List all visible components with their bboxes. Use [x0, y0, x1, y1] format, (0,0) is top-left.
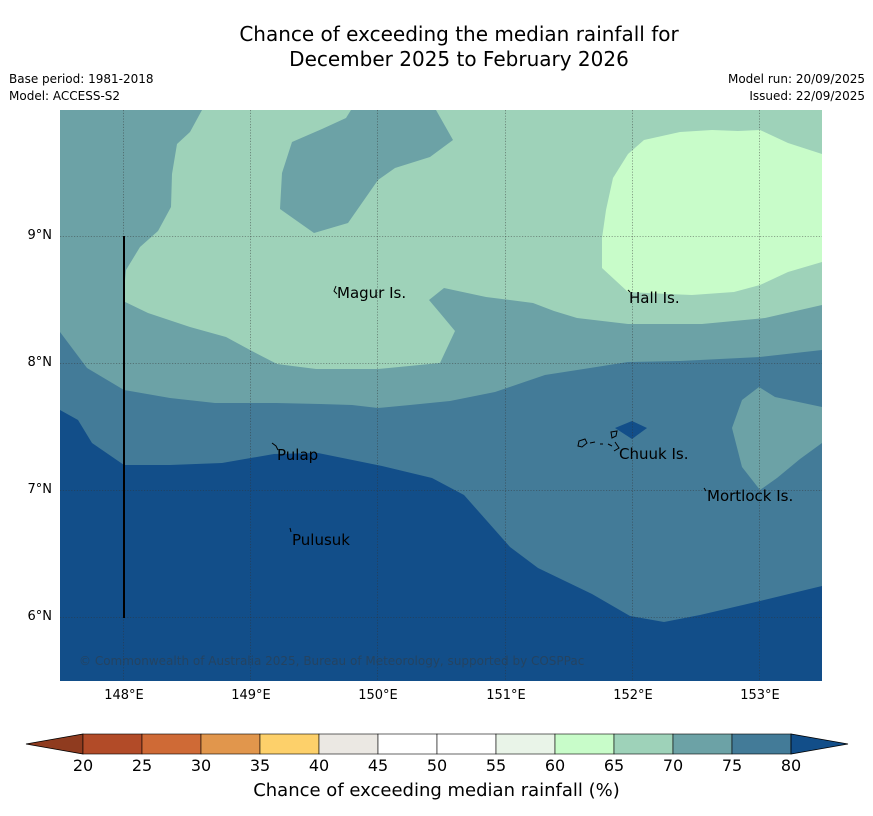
colorbar-segment: [259, 733, 320, 755]
issued-date: Issued: 22/09/2025: [749, 89, 865, 103]
colorbar-tick-label: 40: [309, 756, 329, 775]
colorbar-segment: [672, 733, 733, 755]
colorbar-tick-label: 30: [191, 756, 211, 775]
meta-right: Model run: 20/09/2025 Issued: 22/09/2025: [728, 71, 865, 105]
zone-above-80-chuuk: [615, 421, 647, 439]
label-magur: Magur Is.: [337, 284, 406, 302]
colorbar-tick-label: 35: [250, 756, 270, 775]
lon-label-150: 150°E: [358, 688, 398, 703]
colorbar-over-arrow: [790, 733, 849, 755]
label-chuuk: Chuuk Is.: [619, 445, 688, 463]
zone-70-75-east: [732, 387, 822, 490]
colorbar-tick-label: 80: [781, 756, 801, 775]
colorbar-tick-label: 70: [663, 756, 683, 775]
island-marks: [271, 285, 707, 533]
base-period: Base period: 1981-2018: [9, 72, 154, 86]
colorbar-tick-label: 25: [132, 756, 152, 775]
colorbar-segment: [377, 733, 438, 755]
colorbar: 20 25 30 35 40 45 50 55 60 65 70 75 80: [25, 733, 849, 775]
colorbar-segment: [82, 733, 143, 755]
island-hall: [627, 289, 631, 293]
lon-label-152: 152°E: [613, 688, 653, 703]
colorbar-segment: [141, 733, 202, 755]
lon-labels: 148°E 149°E 150°E 151°E 152°E 153°E: [0, 688, 873, 708]
colorbar-tick-label: 45: [368, 756, 388, 775]
label-pulusuk: Pulusuk: [292, 531, 350, 549]
island-mortlock: [703, 487, 707, 492]
lat-label-6: 6°N: [27, 609, 53, 624]
island-pulusuk: [289, 527, 292, 533]
label-mortlock: Mortlock Is.: [707, 487, 793, 505]
label-hall: Hall Is.: [629, 289, 680, 307]
colorbar-segment: [554, 733, 615, 755]
copyright-notice: © Commonwealth of Australia 2025, Bureau…: [79, 654, 584, 668]
colorbar-tick-label: 50: [427, 756, 447, 775]
grid-lines: [60, 110, 822, 681]
lat-label-8: 8°N: [27, 355, 53, 370]
chart-title: Chance of exceeding the median rainfall …: [0, 22, 873, 72]
colorbar-under-arrow: [25, 733, 84, 755]
lon-label-153: 153°E: [740, 688, 780, 703]
colorbar-segment: [200, 733, 261, 755]
title-line-2: December 2025 to February 2026: [289, 47, 629, 71]
meta-left: Base period: 1981-2018 Model: ACCESS-S2: [9, 71, 154, 105]
colorbar-tick-label: 60: [545, 756, 565, 775]
colorbar-tick-label: 20: [73, 756, 93, 775]
colorbar-segment: [318, 733, 379, 755]
colorbar-tick-label: 75: [722, 756, 742, 775]
lon-label-151: 151°E: [486, 688, 526, 703]
island-magur: [333, 285, 338, 295]
title-line-1: Chance of exceeding the median rainfall …: [239, 22, 679, 46]
place-labels: Magur Is. Hall Is. Pulap Chuuk Is. Mortl…: [277, 284, 793, 549]
island-pulap: [271, 442, 279, 451]
lat-label-9: 9°N: [27, 228, 53, 243]
zone-60-65: [602, 130, 822, 295]
model-name: Model: ACCESS-S2: [9, 89, 121, 103]
colorbar-segment: [495, 733, 556, 755]
lon-label-148: 148°E: [104, 688, 144, 703]
colorbar-segment: [731, 733, 792, 755]
colorbar-tick-label: 65: [604, 756, 624, 775]
model-run: Model run: 20/09/2025: [727, 72, 865, 86]
colorbar-segment: [613, 733, 674, 755]
lat-label-7: 7°N: [27, 482, 53, 497]
colorbar-tick-label: 55: [486, 756, 506, 775]
lon-label-149: 149°E: [231, 688, 271, 703]
label-pulap: Pulap: [277, 446, 318, 464]
rainfall-map: Magur Is. Hall Is. Pulap Chuuk Is. Mortl…: [60, 110, 822, 681]
colorbar-label: Chance of exceeding median rainfall (%): [253, 780, 620, 801]
colorbar-segment: [436, 733, 497, 755]
island-chuuk-lagoon: [577, 430, 620, 452]
